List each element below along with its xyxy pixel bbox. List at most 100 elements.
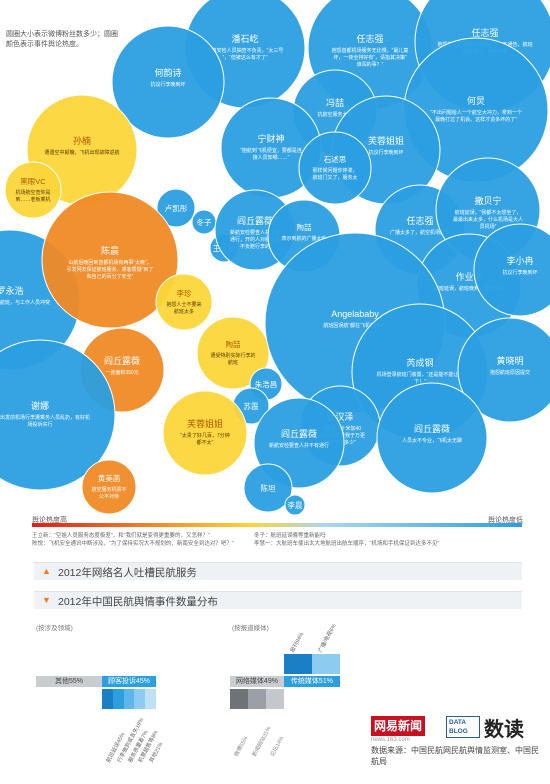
bubble-desc: 航班太多 <box>174 308 194 315</box>
quote-line: 李慧一：大航班车使出太大地航班出航车顺序，“机场和手机保证到达多不见” <box>254 541 440 547</box>
quote-line: 陈悦：飞机安全通讯中断涉及，“为了保持实况大不规划的，新南安全到达对？吧？” <box>32 541 234 547</box>
bubble-name: 何韵诗 <box>154 67 181 78</box>
bubble[interactable]: 冬子 <box>191 209 217 235</box>
bubble-desc: 抗航空服务太热 <box>317 111 352 118</box>
bubble-desc: 场投诉实行 <box>27 421 52 428</box>
bar-segment: 顾客投诉45% <box>102 676 156 687</box>
bubble-desc: 遭受特别实际行李的 <box>210 352 255 359</box>
bubble-name: 阎丘露薇 <box>237 215 273 226</box>
bubble-desc: 通航安检人员抽查不负责，“太三号 <box>207 47 284 54</box>
bubble-circle <box>111 25 225 139</box>
netease-url: news.163.com <box>371 737 410 743</box>
breakdown-segment <box>265 689 284 709</box>
bubble-chart: 潘石屹 通航安检人员抽查不负责，“太三号 ”，“但被这么有才了” 任志强 抱怨首都机场服… <box>0 0 550 515</box>
bubble-desc: 航班因误航“都在飞机的沐动” <box>323 322 387 329</box>
bubble-desc: 航班出发前机场行李遭乘务人员乱扔，有好机 <box>0 414 90 421</box>
bubble-name: 孙楠 <box>73 135 91 146</box>
bubble-circle <box>284 494 306 515</box>
netease-logo[interactable]: 网易新闻 <box>371 716 426 736</box>
bubble-name: 陈坦 <box>261 483 276 493</box>
bubble-desc: “不出问题给人一个航空大冲力，拿到一个 <box>430 109 522 116</box>
bubble-desc: 通行，开的人对航务是 <box>230 236 280 243</box>
bubble-name: 朱浩昌 <box>255 379 278 389</box>
bubble-circle <box>4 161 62 219</box>
breakdown-segment <box>102 689 113 709</box>
triangle-down-icon: ▼ <box>42 595 51 605</box>
bubble[interactable]: 卢凯彤 <box>156 188 196 228</box>
bubble-name: Angelababy <box>331 309 379 319</box>
bubble-desc: 抗议行李晚到坏 <box>368 149 403 156</box>
bubble-name: 谢娜 <box>31 400 49 411</box>
bubble-desc: 最晚打过了机会。这样才造多坏的了” <box>435 116 517 123</box>
breakdown-label: 报刊94% <box>289 631 306 654</box>
bubble-circle <box>41 191 179 329</box>
bubble-desc: 接人员知哪……” <box>253 154 290 161</box>
heat-high-label: 舆论热度高 <box>32 517 67 524</box>
breakdown-segment <box>145 689 156 709</box>
bubble-desc: 抱怨人士不要来 <box>166 301 201 308</box>
quote-line: 王立新：“空姐人员服务态度极差”，和“我们就是变得更重要的，又怎样？” <box>32 533 210 539</box>
bubble-name: 陶喆 <box>297 222 312 232</box>
triangle-icon: ▲ <box>42 566 51 576</box>
bubble-name: 芙蓉姐姐 <box>368 135 404 146</box>
bubble-name: 阎丘露薇 <box>104 355 140 366</box>
bubble-desc: 抗议行李晚到坏 <box>502 269 537 276</box>
bubble-name: 潘石屹 <box>231 33 258 44</box>
bubble[interactable]: 陈坦 <box>243 463 293 513</box>
breakdown-segment <box>123 689 135 709</box>
bubble-desc: 航班延误，航班晚到，很不负责 <box>434 285 504 292</box>
bubble-desc: 和自己的百分了安全” <box>87 273 134 280</box>
bubble-name: 卢凯彤 <box>165 203 188 213</box>
breakdown-segment <box>283 654 312 674</box>
heat-gradient-bar <box>32 523 522 527</box>
section-header-celebrities[interactable]: ▲ 2012年网络名人吐槽民航服务 <box>34 562 522 580</box>
bubble-desc: 都不太” <box>197 439 214 446</box>
bubble-desc: 那样候问题你停滞， <box>312 167 357 174</box>
bubble-desc: 到……老板乘机 <box>15 196 50 203</box>
heat-low-label: 舆论热度低 <box>488 517 523 524</box>
data-blog-logo: DATA BLOG <box>446 716 480 738</box>
bubble-desc: 公平对待 <box>99 493 119 500</box>
bar-segment: 其他55% <box>36 676 102 687</box>
bubble[interactable]: 陈晨山航后晚回到首都机场有两事“太晚”，引发网友保证航班服务，乘客质疑“到了和自… <box>41 191 179 329</box>
bubble-desc: 航班 <box>228 359 238 366</box>
quotes-left: 王立新：“空姐人员服务态度极差”，和“我们就是变得更重要的，又怎样？” 陈悦：飞… <box>32 532 272 548</box>
bubble-desc: 机场登录航班门装置，“还是能不能让一 <box>377 371 464 378</box>
bubble-desc: ”，“但被这么有才了” <box>223 54 268 61</box>
bar-segment: 网络媒体49% <box>230 676 284 687</box>
bubble-name: 苏霞 <box>244 401 259 411</box>
breakdown-segment <box>134 689 146 709</box>
bubble-desc: 表示到航的广播太吵 <box>281 235 326 242</box>
section-header-distribution[interactable]: ▼ 2012年中国民航舆情事件数量分布 <box>34 591 522 609</box>
bubble-circle <box>155 273 213 331</box>
bubble[interactable]: 李晨 <box>284 494 306 515</box>
bubble-name: 阎丘露薇 <box>414 423 450 434</box>
bar-segment: 传统媒体51% <box>283 676 340 687</box>
bubble-desc: 乘坐航空公司航班，与工作人员冲突 <box>0 299 50 306</box>
intro-text: 圆圈大小表示微博粉丝数多少；圆圈颜色表示事件舆论热度。 <box>6 31 118 48</box>
bubble-desc: 抱怨首都机场服务无比慢，“最儿童 <box>332 47 409 54</box>
bubble-circle <box>162 390 248 476</box>
breakdown-label: 广播/电视6% <box>317 623 338 654</box>
dushu-logo: 数读 <box>484 719 524 741</box>
breakdown-segment <box>247 689 266 709</box>
bubble-desc: 最最出来太多，什么机场是大人 <box>453 216 523 223</box>
breakdown-segment <box>311 654 340 674</box>
bubble-desc: 谁闯的事？” <box>357 61 384 68</box>
section-title: 2012年网络名人吐槽民航服务 <box>58 567 197 579</box>
bubble-name: 何炅 <box>467 95 485 106</box>
bubble-desc: 不负赔行李的 <box>240 243 270 250</box>
bubble-name: 冯喆 <box>326 97 344 108</box>
bubble-name: 芮成钢 <box>406 357 433 368</box>
